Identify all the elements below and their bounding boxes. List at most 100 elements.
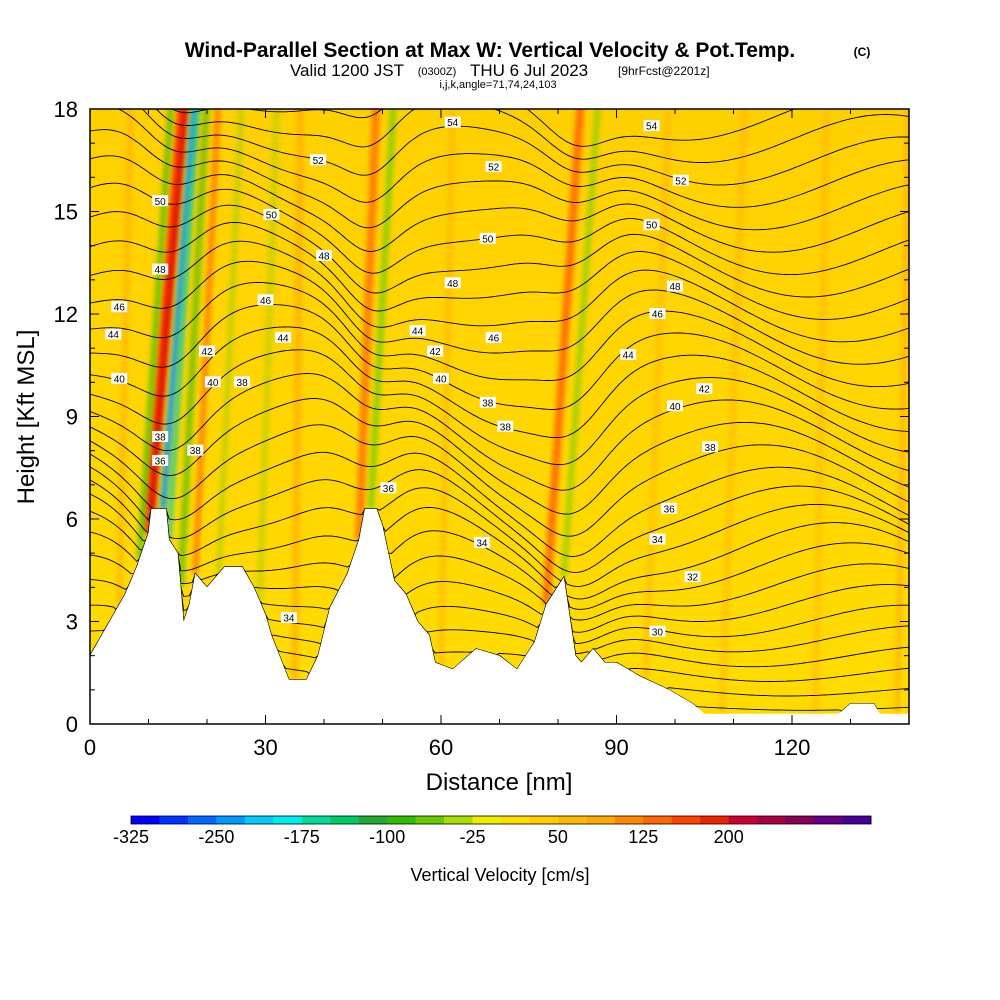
theta-contour-line bbox=[90, 424, 909, 537]
colorbar-tick-label: -175 bbox=[284, 827, 320, 847]
contour-label-text: 44 bbox=[412, 327, 424, 338]
contour-label: 48 bbox=[152, 263, 169, 276]
colorbar-tick-label: -25 bbox=[459, 827, 485, 847]
velocity-streak bbox=[811, 109, 831, 714]
colorbar-swatch bbox=[728, 816, 758, 824]
velocity-streak bbox=[291, 109, 304, 680]
colorbar-swatch bbox=[358, 816, 388, 824]
contour-label: 42 bbox=[199, 345, 215, 358]
x-tick-label: 120 bbox=[774, 735, 811, 760]
contour-label-bg bbox=[380, 482, 397, 494]
colorbar-swatch bbox=[700, 816, 730, 824]
contour-label-text: 54 bbox=[447, 118, 459, 129]
x-tick-label: 30 bbox=[253, 735, 277, 760]
theta-contour-line bbox=[90, 260, 909, 365]
colorbar-swatch bbox=[785, 816, 815, 824]
colorbar-frame bbox=[130, 815, 872, 825]
colorbar-swatch bbox=[330, 816, 360, 824]
forecast-info: [9hrFcst@2201z] bbox=[618, 64, 710, 78]
contour-label: 50 bbox=[263, 208, 280, 221]
colorbar-swatch bbox=[216, 816, 246, 824]
contour-label-text: 36 bbox=[664, 504, 676, 515]
theta-contour-line bbox=[90, 282, 909, 388]
contour-labels: 30 32 34 34 34 36 36 36 38 38 38 38 38 38 40 40 40 40 42 42… bbox=[105, 116, 719, 638]
contour-label: 38 bbox=[187, 444, 204, 457]
terrain bbox=[90, 508, 909, 724]
contour-label-text: 40 bbox=[435, 374, 447, 385]
contour-label-text: 30 bbox=[652, 627, 664, 638]
contour-label-bg bbox=[427, 345, 444, 357]
colorbar-swatch bbox=[159, 816, 189, 824]
x-axis-label: Distance [nm] bbox=[426, 769, 573, 796]
colorbar-tick-label: 125 bbox=[628, 827, 658, 847]
contour-label-bg bbox=[204, 376, 221, 388]
contour-label-bg bbox=[661, 502, 678, 514]
contour-label-bg bbox=[485, 331, 502, 343]
contour-label-bg bbox=[234, 376, 251, 388]
contour-label-bg bbox=[310, 154, 327, 166]
contour-label-bg bbox=[485, 161, 502, 173]
colorbar-swatch bbox=[244, 816, 274, 824]
y-tick-label: 15 bbox=[54, 200, 78, 225]
colorbar-tick-label: -100 bbox=[369, 827, 405, 847]
valid-line: Valid 1200 JST (0300Z) THU 6 Jul 2023 [9… bbox=[290, 61, 710, 80]
x-tick-label: 0 bbox=[84, 735, 96, 760]
x-axis: 0 30 60 90 120 bbox=[84, 109, 910, 760]
colorbar-swatch bbox=[131, 816, 160, 824]
theta-contour-line bbox=[90, 304, 909, 410]
contour-label-bg bbox=[649, 308, 666, 319]
contour-label-text: 50 bbox=[482, 234, 494, 245]
x-tick-label: 60 bbox=[429, 735, 453, 760]
contour-label: 50 bbox=[479, 232, 496, 245]
contour-label: 34 bbox=[280, 612, 297, 625]
colorbar-swatch bbox=[415, 816, 445, 824]
theta-contour-line bbox=[90, 182, 909, 276]
colorbar-swatch bbox=[472, 816, 502, 824]
contour-label-bg bbox=[643, 120, 660, 132]
y-tick-label: 0 bbox=[66, 712, 78, 737]
contour-label-bg bbox=[444, 277, 461, 289]
contour-label-bg bbox=[152, 195, 169, 207]
contour-label: 48 bbox=[667, 280, 683, 293]
indices-line: i,j,k,angle=71,74,24,103 bbox=[439, 79, 556, 91]
velocity-streak bbox=[136, 109, 174, 559]
contour-label: 36 bbox=[380, 482, 397, 495]
contour-label-text: 38 bbox=[482, 398, 494, 409]
contour-label-text: 44 bbox=[277, 333, 289, 344]
contour-label-text: 36 bbox=[383, 484, 395, 495]
theta-contour-line bbox=[90, 451, 909, 557]
y-tick-label: 6 bbox=[66, 507, 78, 532]
valid-date: THU 6 Jul 2023 bbox=[470, 61, 588, 80]
colorbar-swatch bbox=[614, 816, 644, 824]
colorbar-swatch bbox=[842, 816, 872, 824]
velocity-streak bbox=[542, 109, 585, 605]
contour-label-text: 34 bbox=[476, 538, 488, 549]
contour-label: 34 bbox=[649, 533, 666, 546]
velocity-streak bbox=[166, 109, 200, 540]
x-tick-label: 90 bbox=[604, 735, 628, 760]
contour-label: 46 bbox=[485, 331, 502, 344]
contour-label-bg bbox=[263, 208, 280, 220]
contour-label: 48 bbox=[444, 277, 461, 290]
contour-label-text: 50 bbox=[155, 197, 167, 208]
valid-prefix: Valid 1200 JST bbox=[290, 61, 404, 80]
colorbar-swatch bbox=[671, 816, 701, 824]
theta-contour-line bbox=[171, 109, 796, 147]
colorbar: -325 -250 -175 -100 -25 50 125 200 bbox=[113, 815, 872, 847]
theta-contour-line bbox=[90, 155, 909, 253]
contour-label-text: 48 bbox=[447, 279, 459, 290]
velocity-streak bbox=[149, 109, 188, 509]
contour-label: 52 bbox=[485, 161, 502, 174]
y-tick-label: 9 bbox=[66, 405, 78, 430]
contour-label: 46 bbox=[257, 294, 274, 307]
theta-contour-line bbox=[90, 349, 909, 466]
contour-label: 52 bbox=[672, 174, 689, 187]
contour-label-bg bbox=[702, 441, 719, 453]
contour-label-bg bbox=[152, 454, 169, 466]
contour-label-bg bbox=[111, 372, 128, 384]
plot-area: 30 32 34 34 34 36 36 36 38 38 38 38 38 38 40 40 40 40 42 42… bbox=[90, 109, 909, 724]
contour-label: 52 bbox=[310, 154, 327, 167]
contour-label: 46 bbox=[649, 308, 666, 321]
contour-label-text: 46 bbox=[652, 310, 664, 321]
